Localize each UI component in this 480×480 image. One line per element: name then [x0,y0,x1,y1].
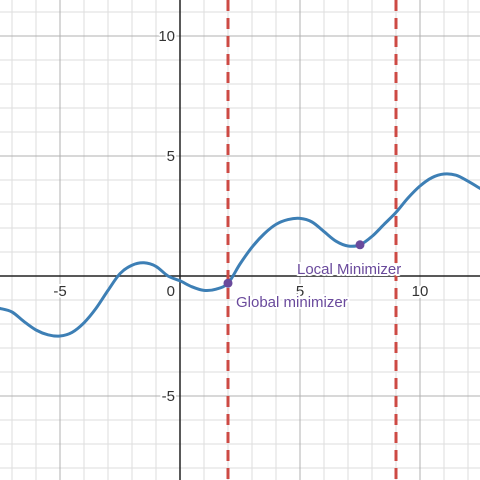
y-tick-label: 10 [158,28,175,45]
function-curve [0,174,480,336]
local-minimizer-label: Local Minimizer [297,261,401,278]
local-minimizer-point [356,240,365,249]
vertical-lines [228,0,396,480]
y-tick-label: -5 [162,388,175,405]
y-tick-label: 5 [167,148,175,165]
x-tick-label-origin: 0 [167,283,175,300]
global-minimizer-point [224,279,233,288]
annotations: Global minimizer Local Minimizer [236,261,401,311]
x-tick-label: -5 [53,283,66,300]
global-minimizer-label: Global minimizer [236,294,348,311]
curves [0,174,480,336]
x-tick-label: 10 [412,283,429,300]
